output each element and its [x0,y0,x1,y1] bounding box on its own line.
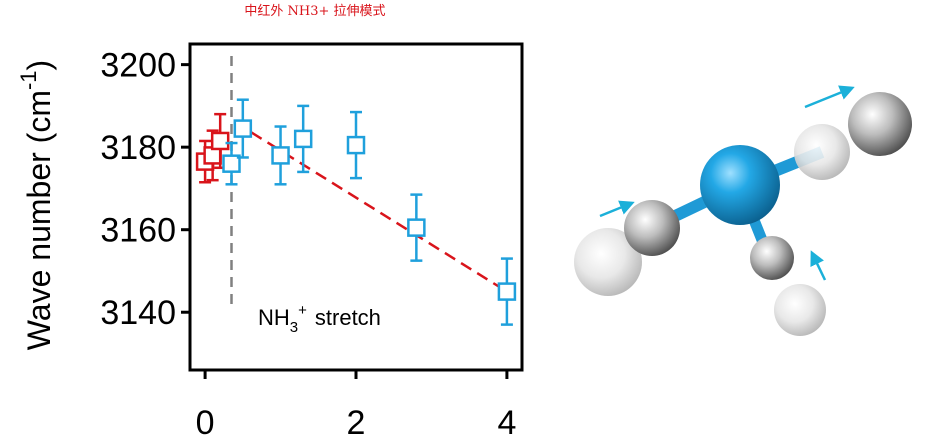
marker-square [222,154,241,173]
data-point-1-0 [222,141,241,186]
marker-square [497,282,517,301]
y-tick-label-2: 3180 [100,129,176,167]
chart: 0 2 4 3140 3160 3180 3200 Wave number (cm-1) N… [16,42,524,442]
marker-square [233,119,253,138]
hydrogen-ghost-left [574,228,642,296]
marker-square [271,146,290,165]
data-point-1-1 [233,98,253,159]
chart-title: 中红外 NH3+ 拉伸模式 [244,4,386,19]
marker-square [407,218,426,237]
hydrogen-atom-right [848,92,912,156]
x-tick-label-2: 4 [497,404,516,442]
nh3-molecule-illustration [574,85,912,336]
x-tick-label-0: 0 [196,404,215,442]
data-point-0-2 [210,112,230,170]
plot-marks [195,56,517,326]
data-point-1-3 [293,104,313,174]
y-tick-label-3: 3200 [100,47,176,85]
y-axis-label: Wave number (cm-1) [16,60,57,350]
marker-square [210,131,230,151]
data-point-1-5 [407,193,426,262]
nitrogen-atom [700,145,780,225]
plot-axes: 0 2 4 3140 3160 3180 3200 [100,42,524,442]
hydrogen-atom-left [624,200,680,256]
annotation-nh3-stretch: NH3+ stretch [258,302,381,336]
hydrogen-atom-down [750,236,794,280]
x-tick-label-1: 2 [347,404,366,442]
data-point-1-6 [497,257,517,326]
trend-dashed-line [234,121,508,293]
marker-square [293,129,313,149]
y-tick-label-1: 3160 [100,212,176,250]
hydrogen-ghost-right [794,124,850,180]
data-point-1-4 [346,110,366,180]
hydrogen-ghost-down [774,284,826,336]
arrow-right-icon [804,85,855,109]
data-point-1-2 [271,125,290,186]
y-tick-label-0: 3140 [100,294,176,332]
marker-square [346,135,366,155]
arrow-down-icon [810,250,827,281]
arrow-left-icon [599,200,635,218]
